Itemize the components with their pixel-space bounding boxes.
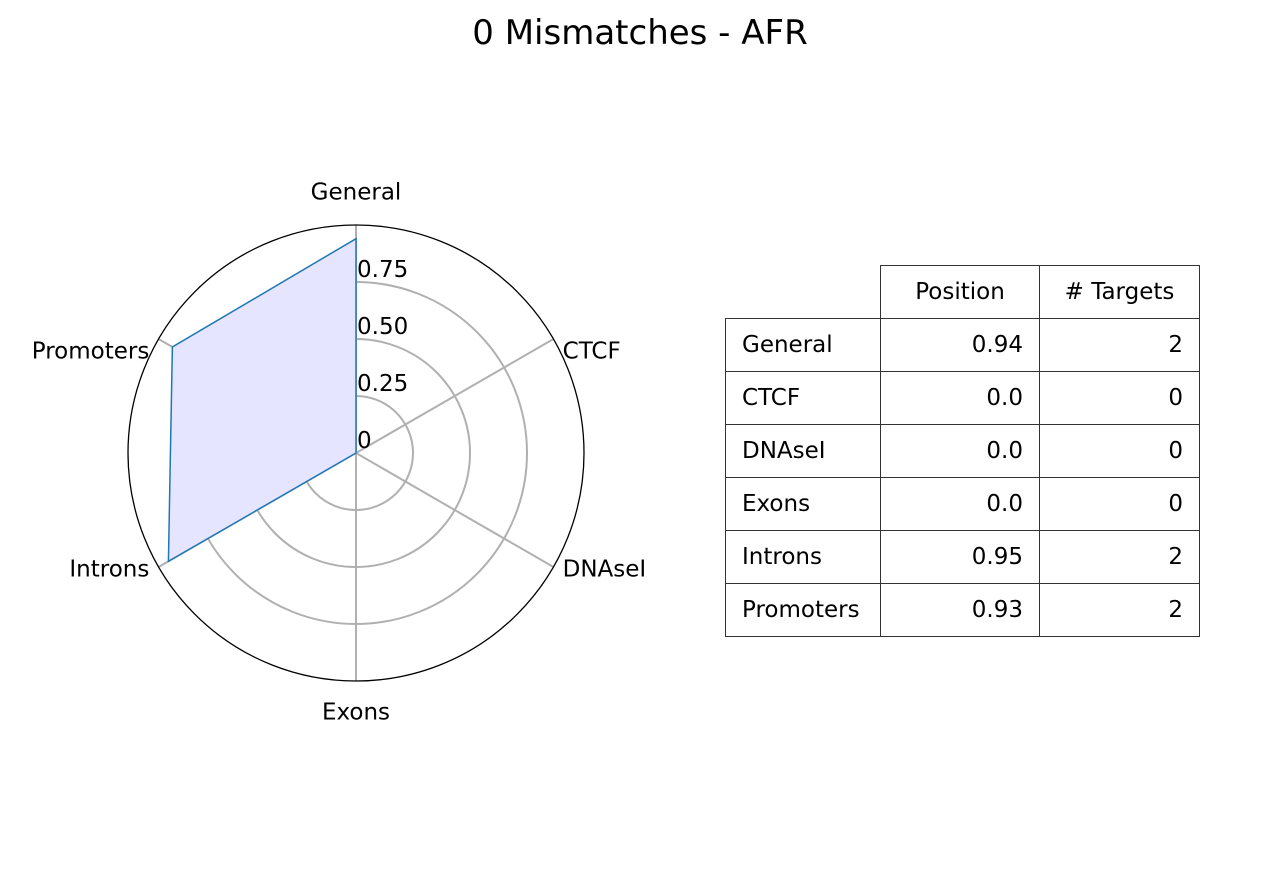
axis-label-general: General [311,180,402,206]
row-label: Introns [725,530,881,584]
table-row: DNAseI 0.0 0 [725,424,1200,478]
position-cell: 0.0 [880,424,1040,478]
column-header-targets: # Targets [1039,265,1200,319]
table-row: General 0.94 2 [725,318,1200,372]
table-body: General 0.94 2 CTCF 0.0 0 DNAseI 0.0 0 Exons 0.0 0 I… [725,318,1200,637]
radar-data [167,237,357,563]
radial-tick-label: 0.50 [357,314,408,340]
axis-label-ctcf: CTCF [563,339,621,365]
column-header-position: Position [880,265,1040,319]
chart-title: 0 Mismatches - AFR [472,13,808,53]
axis-label-introns: Introns [69,557,149,583]
targets-cell: 2 [1039,530,1200,584]
position-cell: 0.93 [880,583,1040,637]
table-header-row: Position # Targets [725,265,1200,319]
row-label: DNAseI [725,424,881,478]
axis-label-dnasei: DNAseI [563,557,647,583]
targets-cell: 0 [1039,371,1200,425]
table-row: CTCF 0.0 0 [725,371,1200,425]
data-table: Position # Targets General 0.94 2 CTCF 0.0 0 D… [725,265,1200,637]
row-label: General [725,318,881,372]
position-cell: 0.94 [880,318,1040,372]
row-label: CTCF [725,371,881,425]
axis-label-exons: Exons [322,700,390,726]
row-label: Promoters [725,583,881,637]
table-row: Promoters 0.93 2 [725,583,1200,637]
radial-tick-label: 0 [357,428,372,454]
table-row: Exons 0.0 0 [725,477,1200,531]
axis-label-promoters: Promoters [32,339,150,365]
spoke-gridline [355,452,554,568]
radial-tick-label: 0.25 [357,371,408,397]
targets-cell: 2 [1039,318,1200,372]
targets-cell: 0 [1039,477,1200,531]
spoke-gridline [355,338,554,454]
table-row: Introns 0.95 2 [725,530,1200,584]
radar-labels: 0 0.25 0.50 0.75 General CTCF DNAseI Exons Intro… [32,180,646,726]
targets-cell: 2 [1039,583,1200,637]
row-label: Exons [725,477,881,531]
position-cell: 0.0 [880,477,1040,531]
radar-chart: 0 0.25 0.50 0.75 General CTCF DNAseI Exons Intro… [32,180,646,726]
series-area [167,237,357,563]
radial-tick-label: 0.75 [357,257,408,283]
table-corner-cell [725,265,881,319]
position-cell: 0.95 [880,530,1040,584]
radar-frame [127,224,585,682]
position-cell: 0.0 [880,371,1040,425]
targets-cell: 0 [1039,424,1200,478]
